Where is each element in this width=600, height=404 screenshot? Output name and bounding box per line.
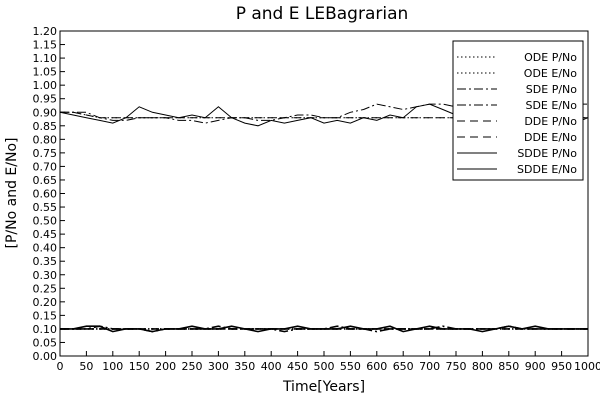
y-tick-label: 0.30	[33, 269, 58, 282]
x-tick-label: 200	[155, 360, 176, 373]
x-tick-label: 450	[287, 360, 308, 373]
y-tick-label: 0.20	[33, 296, 58, 309]
legend-entry: ODE P/No	[524, 51, 577, 64]
x-tick-label: 900	[525, 360, 546, 373]
y-tick-label: 0.00	[33, 350, 58, 363]
y-tick-label: 0.75	[33, 147, 58, 160]
y-tick-label: 1.05	[33, 66, 58, 79]
y-tick-label: 0.40	[33, 242, 58, 255]
legend-entry: SDE P/No	[526, 83, 577, 96]
x-tick-label: 800	[472, 360, 493, 373]
x-tick-label: 1000	[574, 360, 600, 373]
y-tick-label: 1.10	[33, 52, 58, 65]
x-tick-label: 100	[102, 360, 123, 373]
y-tick-label: 0.60	[33, 188, 58, 201]
y-tick-label: 0.10	[33, 323, 58, 336]
x-tick-label: 350	[234, 360, 255, 373]
chart-title: P and E LEBagrarian	[236, 4, 409, 24]
y-tick-label: 0.45	[33, 228, 58, 241]
x-tick-label: 400	[261, 360, 282, 373]
x-tick-label: 550	[340, 360, 361, 373]
x-tick-label: 600	[366, 360, 387, 373]
y-tick-label: 0.25	[33, 282, 58, 295]
y-tick-label: 0.85	[33, 120, 58, 133]
x-tick-label: 50	[79, 360, 93, 373]
legend-entry: SDE E/No	[525, 99, 577, 112]
y-tick-label: 0.90	[33, 106, 58, 119]
x-tick-label: 250	[182, 360, 203, 373]
legend-entry: DDE P/No	[524, 115, 577, 128]
legend-entry: ODE E/No	[524, 67, 577, 80]
y-axis-label: [P/No and E/No]	[4, 138, 20, 249]
legend-entry: SDDE P/No	[517, 147, 577, 160]
x-tick-label: 150	[129, 360, 150, 373]
x-tick-label: 650	[393, 360, 414, 373]
y-tick-label: 0.15	[33, 309, 58, 322]
y-tick-label: 0.80	[33, 133, 58, 146]
x-tick-label: 700	[419, 360, 440, 373]
legend: ODE P/No ODE E/No SDE P/No SDE E/No DDE P/No…	[453, 41, 583, 180]
y-tick-label: 0.55	[33, 201, 58, 214]
y-tick-label: 0.05	[33, 336, 58, 349]
y-tick-label: 0.35	[33, 255, 58, 268]
y-tick-label: 0.50	[33, 215, 58, 228]
x-tick-label: 0	[57, 360, 64, 373]
y-tick-label: 0.70	[33, 160, 58, 173]
legend-entry: DDE E/No	[524, 131, 577, 144]
legend-entry: SDDE E/No	[517, 163, 577, 176]
x-tick-label: 750	[446, 360, 467, 373]
y-tick-label: 1.00	[33, 79, 58, 92]
x-tick-label: 300	[208, 360, 229, 373]
x-tick-label: 950	[551, 360, 572, 373]
x-tick-label: 500	[314, 360, 335, 373]
y-tick-label: 0.95	[33, 93, 58, 106]
x-tick-label: 850	[498, 360, 519, 373]
y-tick-label: 1.20	[33, 25, 58, 38]
y-tick-label: 1.15	[33, 39, 58, 52]
x-axis-label: Time[Years]	[282, 379, 365, 395]
y-tick-label: 0.65	[33, 174, 58, 187]
